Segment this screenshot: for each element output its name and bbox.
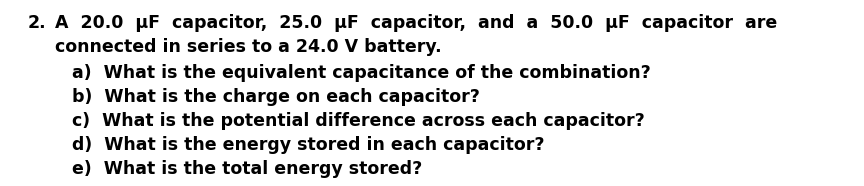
Text: a)  What is the equivalent capacitance of the combination?: a) What is the equivalent capacitance of… (72, 64, 651, 82)
Text: A  20.0  μF  capacitor,  25.0  μF  capacitor,  and  a  50.0  μF  capacitor  are: A 20.0 μF capacitor, 25.0 μF capacitor, … (55, 14, 778, 32)
Text: connected in series to a 24.0 V battery.: connected in series to a 24.0 V battery. (55, 38, 442, 56)
Text: d)  What is the energy stored in each capacitor?: d) What is the energy stored in each cap… (72, 136, 544, 154)
Text: c)  What is the potential difference across each capacitor?: c) What is the potential difference acro… (72, 112, 645, 130)
Text: 2.: 2. (28, 14, 47, 32)
Text: b)  What is the charge on each capacitor?: b) What is the charge on each capacitor? (72, 88, 480, 106)
Text: e)  What is the total energy stored?: e) What is the total energy stored? (72, 160, 422, 178)
